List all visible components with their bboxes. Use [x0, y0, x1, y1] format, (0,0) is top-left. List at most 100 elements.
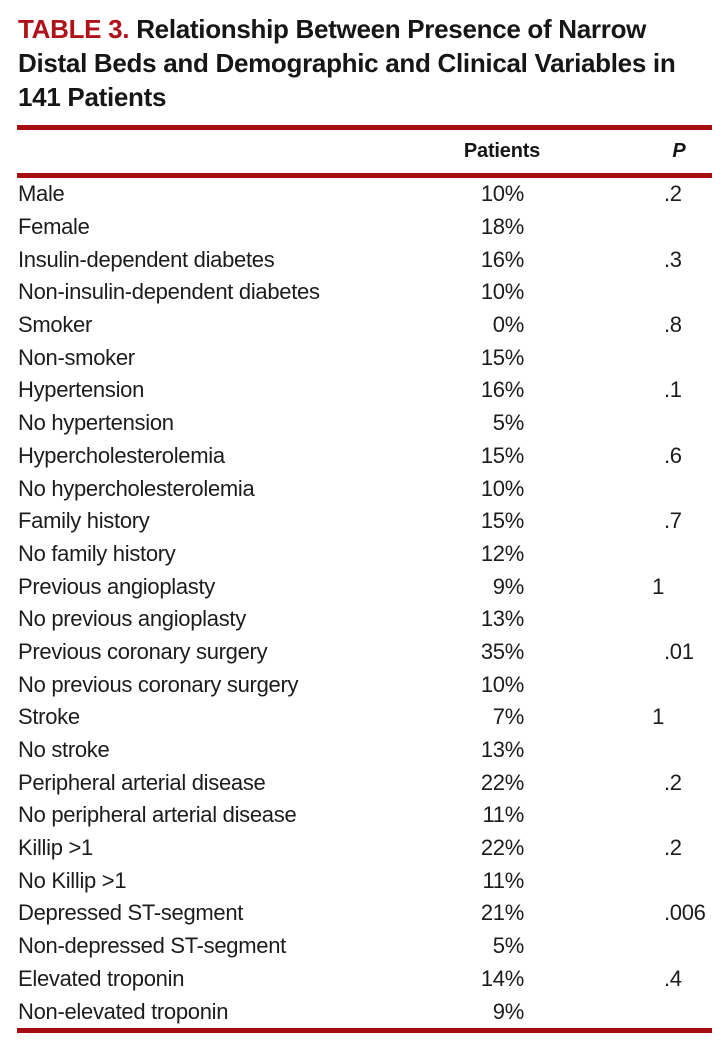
row-label: No previous coronary surgery — [18, 671, 299, 697]
row-label: No stroke — [18, 737, 110, 763]
row-p-value: .7 — [524, 508, 712, 534]
row-label: No Killip >1 — [18, 867, 127, 893]
row-label: Male — [18, 181, 65, 207]
row-patients: 10% — [480, 181, 524, 207]
row-label: Stroke — [18, 704, 80, 730]
row-p-value: .2 — [524, 835, 712, 861]
row-patients: 9% — [492, 998, 525, 1024]
row-patients: 22% — [480, 769, 524, 795]
table-row: No previous coronary surgery 10% — [18, 668, 712, 701]
table-row: Male 10% .2 — [18, 178, 712, 211]
table-caption: TABLE 3. Relationship Between Presence o… — [18, 12, 718, 114]
table-row: No Killip >1 11% — [18, 864, 712, 897]
table-row: No family history 12% — [18, 538, 712, 571]
row-label: Smoker — [18, 312, 92, 338]
row-label: No hypercholesterolemia — [18, 475, 255, 501]
row-patients: 10% — [480, 279, 524, 305]
row-patients: 11% — [482, 867, 525, 893]
row-p-value: .1 — [524, 377, 712, 403]
row-p-value: .4 — [524, 966, 712, 992]
row-p-frac: .006 — [664, 900, 706, 926]
row-p-int — [524, 900, 664, 926]
table-row: No stroke 13% — [18, 734, 712, 767]
table-body: Male 10% .2 Female 18% Insulin-dependent… — [18, 178, 712, 1028]
table-row: Insulin-dependent diabetes 16% .3 — [18, 243, 712, 276]
table-row: Killip >1 22% .2 — [18, 832, 712, 865]
row-patients: 7% — [492, 704, 525, 730]
row-p-frac: .8 — [664, 312, 682, 338]
row-p-int — [524, 312, 664, 338]
row-label: Hypercholesterolemia — [18, 442, 225, 468]
row-patients: 9% — [492, 573, 525, 599]
row-p-value: .01 — [524, 639, 712, 665]
column-header-patients: Patients — [463, 140, 541, 162]
row-p-int — [524, 835, 664, 861]
row-patients: 10% — [480, 475, 524, 501]
row-label: Non-insulin-dependent diabetes — [18, 279, 320, 305]
table-row: Non-smoker 15% — [18, 341, 712, 374]
table-title-line1: Relationship Between Presence of Narrow — [136, 14, 647, 44]
row-patients: 35% — [480, 638, 524, 664]
row-p-frac: .2 — [664, 769, 682, 795]
table-row: No hypercholesterolemia 10% — [18, 472, 712, 505]
row-p-int — [524, 247, 664, 273]
table-row: Non-insulin-dependent diabetes 10% — [18, 276, 712, 309]
row-p-frac: .2 — [664, 835, 682, 861]
row-patients: 5% — [492, 410, 525, 436]
row-p-value: .2 — [524, 770, 712, 796]
row-patients: 21% — [480, 900, 524, 926]
row-label: Previous coronary surgery — [18, 638, 268, 664]
row-patients: 13% — [480, 737, 524, 763]
row-p-frac: .6 — [664, 442, 682, 468]
row-p-frac: .2 — [664, 181, 682, 207]
table-row: No previous angioplasty 13% — [18, 603, 712, 636]
row-p-value: .006 — [524, 900, 712, 926]
row-patients: 13% — [480, 606, 524, 632]
table-row: Non-depressed ST-segment 5% — [18, 930, 712, 963]
row-label: Female — [18, 214, 90, 240]
table-row: Hypertension 16% .1 — [18, 374, 712, 407]
row-patients: 15% — [480, 508, 524, 534]
row-label: No previous angioplasty — [18, 606, 246, 632]
row-label: Depressed ST-segment — [18, 900, 244, 926]
row-p-int — [524, 508, 664, 534]
row-patients: 12% — [480, 540, 524, 566]
table-title-line3: in 141 Patients — [18, 48, 676, 112]
column-header-p: P — [672, 140, 686, 162]
row-patients: 11% — [482, 802, 525, 828]
table-row: Depressed ST-segment 21% .006 — [18, 897, 712, 930]
row-p-value: .6 — [524, 443, 712, 469]
row-p-int — [524, 377, 664, 403]
row-p-frac: .7 — [664, 508, 682, 534]
row-p-int — [524, 181, 664, 207]
row-label: Insulin-dependent diabetes — [18, 246, 275, 272]
row-p-int — [524, 443, 664, 469]
top-rule — [17, 125, 712, 130]
row-label: No hypertension — [18, 410, 174, 436]
row-p-value: .2 — [524, 181, 712, 207]
table-row: Previous coronary surgery 35% .01 — [18, 636, 712, 669]
header-rule — [17, 173, 712, 178]
row-p-frac: .3 — [664, 246, 682, 272]
row-p-frac: .1 — [664, 377, 682, 403]
row-p-frac: .4 — [664, 965, 682, 991]
row-p-value: .8 — [524, 312, 712, 338]
bottom-rule — [17, 1028, 712, 1033]
table-row: Previous angioplasty 9% 1 — [18, 570, 712, 603]
row-patients: 18% — [480, 214, 524, 240]
table-row: No hypertension 5% — [18, 407, 712, 440]
row-p-value: 1 — [524, 704, 712, 730]
table-row: Non-elevated troponin 9% — [18, 995, 712, 1028]
table-row: Stroke 7% 1 — [18, 701, 712, 734]
row-p-frac — [664, 704, 712, 730]
row-patients: 0% — [492, 312, 525, 338]
table-row: Peripheral arterial disease 22% .2 — [18, 766, 712, 799]
row-label: Non-smoker — [18, 344, 135, 370]
row-patients: 22% — [480, 835, 524, 861]
row-p-frac — [664, 574, 712, 600]
table-title-line2: Distal Beds and Demographic and Clinical… — [18, 48, 646, 78]
table-row: Family history 15% .7 — [18, 505, 712, 538]
row-label: Elevated troponin — [18, 965, 185, 991]
row-label: Peripheral arterial disease — [18, 769, 266, 795]
row-patients: 16% — [480, 246, 524, 272]
